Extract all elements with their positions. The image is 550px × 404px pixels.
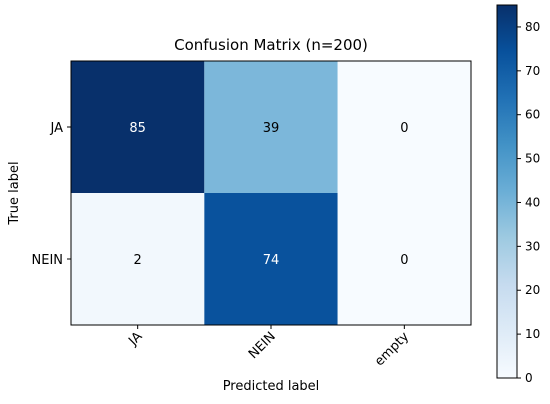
colorbar-tick-label: 60 [525,108,540,122]
heatmap-cell [204,193,338,325]
cell-value-label: 0 [400,253,408,268]
colorbar-tick-label: 40 [525,195,540,209]
x-tick-label: empty [372,329,412,369]
y-tick-label: JA [50,121,64,136]
cell-value-label: 39 [263,121,280,136]
heatmap-cells: 85 39 0 2 74 0 [71,61,471,325]
colorbar-tick-label: 10 [525,327,540,341]
colorbar-tick-label: 50 [525,152,540,166]
heatmap-cell [204,61,338,193]
colorbar-tick-label: 0 [525,371,533,385]
cell-value-label: 74 [263,253,280,268]
colorbar-tick-label: 20 [525,283,540,297]
y-axis-ticks: JA NEIN [32,121,71,268]
y-tick-label: NEIN [32,253,64,268]
colorbar [496,4,518,379]
x-tick-label: JA [125,329,145,349]
heatmap-cell [337,61,471,193]
colorbar-tick-label: 30 [525,239,540,253]
cell-value-label: 0 [400,121,408,136]
y-axis-label: True label [7,161,22,225]
heatmap-cell [71,193,205,325]
x-axis-ticks: JA NEIN empty [125,325,412,369]
x-tick-label: NEIN [246,329,279,362]
colorbar-tick-label: 70 [525,64,540,78]
cell-value-label: 85 [129,121,146,136]
x-axis-label: Predicted label [223,379,320,394]
colorbar-tick-label: 80 [525,20,540,34]
chart-title: Confusion Matrix (n=200) [174,36,368,54]
colorbar-ticks: 0 10 20 30 40 50 60 70 80 [517,20,540,385]
heatmap-cell [337,193,471,325]
heatmap-cell [71,61,205,193]
cell-value-label: 2 [134,253,142,268]
